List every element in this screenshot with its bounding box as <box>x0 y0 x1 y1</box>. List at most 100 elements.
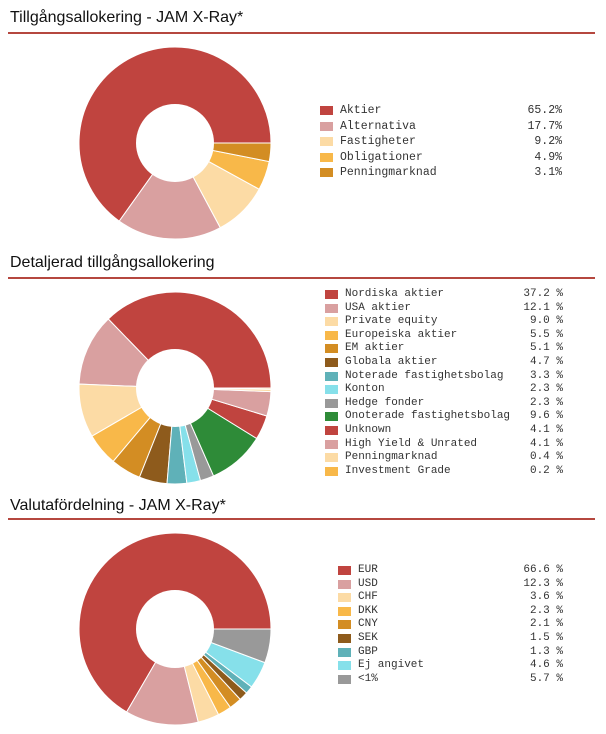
legend-asset-allocation: Aktier 65.2% Alternativa 17.7% Fastigheter 9.… <box>320 103 562 181</box>
legend-item-globala-aktier: Globala aktier 4.7 % <box>325 356 563 370</box>
legend-value: 9.2% <box>534 135 562 148</box>
legend-item-noterade-fastighetsbolag: Noterade fastighetsbolag 3.3 % <box>325 370 563 384</box>
legend-label: CHF <box>358 591 378 604</box>
legend-label: DKK <box>358 604 378 617</box>
legend-swatch <box>325 371 338 381</box>
legend-value: 1.5 % <box>529 631 563 644</box>
legend-item-hedge-fonder: Hedge fonder 2.3 % <box>325 397 563 411</box>
legend-value: 3.6 % <box>529 591 563 604</box>
legend-item-chf: CHF 3.6 % <box>338 591 563 605</box>
legend-swatch <box>325 425 338 435</box>
legend-value: 0.4 % <box>529 451 563 464</box>
legend-swatch <box>325 344 338 354</box>
legend-value: 4.1 % <box>529 423 563 436</box>
legend-value: 4.1 % <box>529 437 563 450</box>
legend-currency-allocation: EUR 66.6 % USD 12.3 % CHF 3.6 % DKK 2.3 % CNY 2.1… <box>338 564 563 686</box>
legend-swatch <box>338 647 351 657</box>
legend-swatch <box>338 579 351 589</box>
legend-item-1: <1% 5.7 % <box>338 673 563 687</box>
legend-swatch <box>325 385 338 395</box>
legend-label: Penningmarknad <box>345 451 438 464</box>
legend-label: Aktier <box>340 104 382 117</box>
legend-label: Fastigheter <box>340 135 416 148</box>
pie-slice-alternativa <box>118 142 221 240</box>
legend-item-sek: SEK 1.5 % <box>338 632 563 646</box>
legend-label: Hedge fonder <box>345 396 425 409</box>
legend-swatch <box>325 290 338 299</box>
legend-item-obligationer: Obligationer 4.9% <box>320 150 562 166</box>
legend-label: SEK <box>358 631 378 644</box>
legend-value: 66.6 % <box>523 564 563 576</box>
legend-label: EUR <box>358 564 378 576</box>
pie-slice-nordiska-aktier <box>107 291 272 389</box>
legend-swatch <box>325 357 338 367</box>
legend-swatch <box>338 674 351 684</box>
legend-item-cny: CNY 2.1 % <box>338 618 563 632</box>
legend-swatch <box>320 121 333 131</box>
legend-swatch <box>325 330 338 340</box>
legend-label: GBP <box>358 645 378 658</box>
legend-value: 5.7 % <box>529 672 563 685</box>
legend-value: 2.1 % <box>529 618 563 631</box>
legend-value: 3.1% <box>534 166 562 179</box>
chart-title-currency-allocation: Valutafördelning - JAM X-Ray* <box>10 497 226 514</box>
legend-swatch <box>338 593 351 603</box>
chart-title-asset-allocation: Tillgångsallokering - JAM X-Ray* <box>10 9 244 26</box>
legend-label: Konton <box>345 383 385 396</box>
legend-value: 37.2 % <box>523 288 563 300</box>
donut-chart-asset-allocation <box>78 46 272 240</box>
chart-title-detailed-allocation: Detaljerad tillgångsallokering <box>10 254 215 271</box>
legend-swatch <box>320 137 333 146</box>
legend-swatch <box>338 661 351 671</box>
legend-swatch <box>320 168 333 177</box>
legend-value: 5.1 % <box>529 342 563 355</box>
legend-item-penningmarknad: Penningmarknad 0.4 % <box>325 451 563 465</box>
legend-label: CNY <box>358 618 378 631</box>
donut-chart-detailed-allocation <box>78 291 272 485</box>
section-divider <box>8 277 595 279</box>
legend-swatch <box>338 633 351 643</box>
legend-label: USA aktier <box>345 301 412 314</box>
section-divider <box>8 518 595 520</box>
legend-label: Penningmarknad <box>340 166 437 179</box>
legend-swatch <box>325 398 338 408</box>
legend-swatch <box>325 303 338 313</box>
legend-label: USD <box>358 577 378 590</box>
legend-item-private-equity: Private equity 9.0 % <box>325 315 563 329</box>
legend-value: 3.3 % <box>529 369 563 382</box>
legend-swatch <box>325 453 338 463</box>
legend-label: Ej angivet <box>358 659 425 672</box>
legend-swatch <box>338 566 351 575</box>
legend-item-aktier: Aktier 65.2% <box>320 103 562 119</box>
section-divider <box>8 32 595 34</box>
legend-value: 4.7 % <box>529 355 563 368</box>
legend-item-gbp: GBP 1.3 % <box>338 646 563 660</box>
legend-label: Alternativa <box>340 119 416 133</box>
legend-label: Europeiska aktier <box>345 328 458 341</box>
legend-label: Unknown <box>345 423 392 436</box>
legend-value: 2.3 % <box>529 383 563 396</box>
legend-value: 9.6 % <box>529 410 563 423</box>
legend-label: Nordiska aktier <box>345 288 445 300</box>
legend-item-onoterade-fastighetsbolag: Onoterade fastighetsbolag 9.6 % <box>325 410 563 424</box>
legend-label: Obligationer <box>340 150 423 164</box>
legend-detailed-allocation: Nordiska aktier 37.2 % USA aktier 12.1 % Pri… <box>325 288 563 478</box>
legend-item-eur: EUR 66.6 % <box>338 564 563 578</box>
legend-label: EM aktier <box>345 342 405 355</box>
legend-swatch <box>325 466 338 476</box>
legend-value: 9.0 % <box>529 315 563 328</box>
legend-item-usa-aktier: USA aktier 12.1 % <box>325 302 563 316</box>
legend-item-unknown: Unknown 4.1 % <box>325 424 563 438</box>
legend-label: Onoterade fastighetsbolag <box>345 410 511 423</box>
legend-label: <1% <box>358 672 378 685</box>
legend-swatch <box>320 152 333 162</box>
legend-label: Investment Grade <box>345 464 451 477</box>
legend-item-ej-angivet: Ej angivet 4.6 % <box>338 659 563 673</box>
legend-value: 12.1 % <box>523 301 563 314</box>
legend-label: Globala aktier <box>345 355 438 368</box>
legend-label: High Yield & Unrated <box>345 437 478 450</box>
legend-value: 0.2 % <box>529 464 563 477</box>
legend-item-nordiska-aktier: Nordiska aktier 37.2 % <box>325 288 563 302</box>
legend-label: Private equity <box>345 315 438 328</box>
legend-swatch <box>325 439 338 449</box>
